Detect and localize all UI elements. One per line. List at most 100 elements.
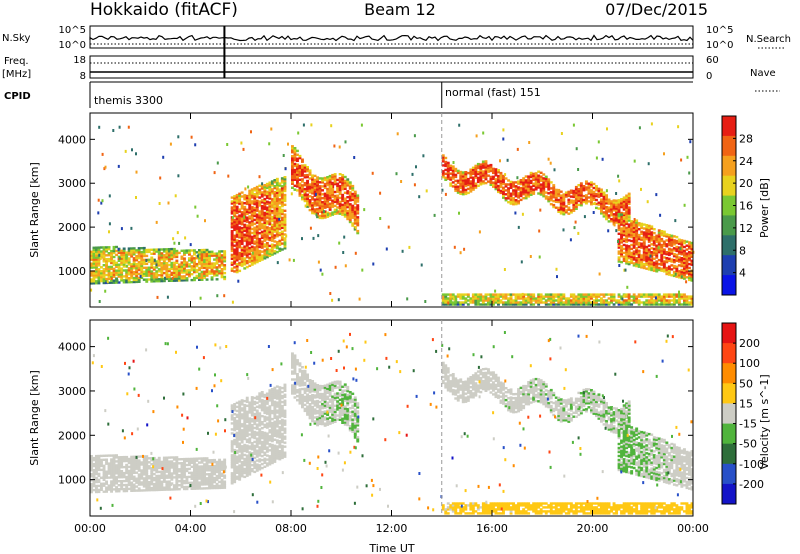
power-cell	[253, 254, 257, 257]
power-cell	[519, 198, 523, 202]
power-cell	[537, 182, 541, 185]
power-cell	[338, 178, 342, 182]
velocity-cell	[210, 484, 214, 488]
power-cell	[105, 260, 108, 263]
power-cell	[243, 219, 247, 223]
power-cell	[582, 187, 586, 190]
velocity-cell	[210, 461, 214, 464]
power-cell	[328, 194, 332, 198]
power-cell	[610, 206, 613, 209]
power-cell	[291, 160, 294, 164]
power-cell	[677, 260, 681, 263]
power-speckle	[321, 272, 324, 276]
power-cell	[688, 272, 691, 276]
power-cell	[240, 217, 244, 220]
power-cell	[328, 176, 332, 180]
power-cell	[675, 255, 679, 258]
power-cell	[185, 269, 189, 272]
power-cell	[183, 257, 186, 260]
power-cell	[273, 218, 277, 221]
power-cell	[213, 252, 216, 255]
power-cell	[662, 270, 666, 273]
power-cell	[650, 237, 654, 240]
power-cell	[323, 196, 327, 199]
power-cell	[617, 199, 621, 202]
power-cell	[459, 190, 463, 193]
power-cell	[615, 211, 618, 214]
power-cell	[537, 180, 541, 183]
velocity-cell	[140, 475, 144, 478]
power-cell	[130, 265, 134, 268]
power-cell	[248, 205, 252, 208]
velocity-cell	[243, 437, 247, 441]
velocity-cell	[220, 484, 224, 487]
velocity-cell	[90, 487, 93, 490]
velocity-cell	[150, 481, 154, 484]
velocity-cell	[100, 460, 103, 464]
power-cell	[243, 223, 247, 227]
power-speckle	[424, 300, 427, 303]
power-cell	[650, 299, 654, 302]
power-cell	[117, 259, 121, 262]
power-cell	[238, 240, 242, 243]
velocity-cell	[188, 459, 191, 463]
velocity-cell	[215, 462, 219, 466]
power-cell	[268, 230, 272, 234]
power-cell	[504, 303, 508, 306]
power-cell	[595, 299, 598, 302]
velocity-cell	[223, 466, 227, 469]
power-cell	[278, 216, 282, 219]
power-cell	[233, 214, 237, 218]
power-speckle	[287, 142, 289, 146]
power-cell	[356, 194, 360, 197]
power-cell	[451, 303, 455, 306]
velocity-cell	[170, 474, 174, 477]
power-cell	[461, 185, 465, 188]
power-cell	[489, 295, 493, 298]
power-cell	[642, 258, 646, 262]
power-cell	[172, 255, 176, 259]
power-cell	[494, 174, 498, 177]
power-cell	[600, 301, 603, 304]
power-cell	[464, 301, 468, 304]
velocity-cell	[155, 460, 159, 464]
power-speckle	[618, 179, 621, 183]
power-cell	[630, 257, 634, 260]
power-cell	[630, 233, 634, 237]
power-cell	[605, 198, 608, 201]
power-cell	[341, 181, 345, 185]
velocity-cell	[112, 472, 116, 475]
power-cell	[579, 303, 583, 306]
velocity-cell	[243, 411, 247, 415]
power-cell	[301, 188, 304, 191]
power-cell	[296, 153, 299, 156]
velocity-cell	[92, 480, 96, 484]
velocity-cell	[107, 472, 111, 475]
power-speckle	[379, 191, 382, 195]
power-cell	[524, 301, 528, 304]
power-cell	[120, 279, 124, 282]
power-cell	[280, 181, 284, 184]
power-cell	[275, 225, 279, 228]
cpid-segment-normal: normal (fast) 151	[445, 86, 541, 99]
power-speckle	[258, 175, 261, 179]
power-cell	[615, 221, 618, 224]
power-cell	[522, 185, 526, 188]
power-cell	[280, 230, 284, 233]
power-cell	[582, 299, 586, 302]
power-cell	[92, 276, 96, 279]
power-cell	[655, 254, 659, 257]
power-cell	[291, 178, 294, 182]
power-cell	[301, 168, 304, 171]
power-cell	[255, 205, 259, 208]
power-cell	[617, 293, 621, 296]
power-cell	[602, 205, 606, 208]
power-colorbar-label: 20	[739, 177, 753, 190]
power-cell	[590, 193, 593, 196]
power-cell	[507, 189, 510, 192]
power-cell	[677, 248, 681, 251]
power-cell	[260, 193, 264, 196]
power-speckle	[304, 204, 307, 208]
power-cell	[107, 271, 111, 275]
power-cell	[607, 200, 611, 203]
